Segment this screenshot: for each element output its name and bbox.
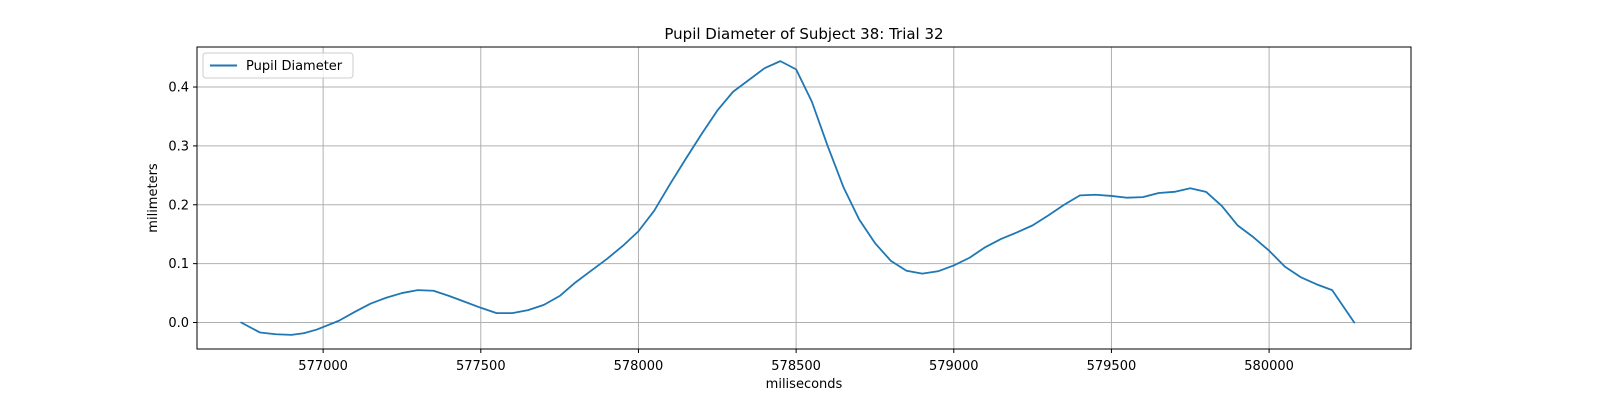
tick-layer: 577000 577500 578000 578500 579000 579500 5800… [168, 81, 1294, 374]
y-tick-label: 0.2 [168, 198, 189, 213]
series-layer [240, 60, 1356, 336]
x-tick-label: 578500 [771, 359, 821, 374]
series-line-pupil-diameter [240, 60, 1356, 336]
x-tick-label: 577500 [456, 359, 506, 374]
grid-layer [197, 47, 1411, 349]
axes-frame [196, 46, 1412, 350]
x-tick-label: 580000 [1244, 359, 1294, 374]
x-tick-label: 577000 [298, 359, 348, 374]
chart-title: Pupil Diameter of Subject 38: Trial 32 [664, 25, 943, 43]
y-tick-label: 0.3 [168, 139, 189, 154]
legend-label: Pupil Diameter [246, 59, 343, 74]
legend: Pupil Diameter [202, 52, 354, 79]
y-tick-label: 0.0 [168, 316, 189, 331]
x-axis-label: miliseconds [766, 377, 843, 392]
x-tick-label: 579500 [1087, 359, 1137, 374]
y-axis-label: milimeters [146, 163, 161, 233]
y-tick-label: 0.4 [168, 81, 189, 96]
x-tick-label: 579000 [929, 359, 979, 374]
y-tick-label: 0.1 [168, 257, 189, 272]
legend-box [202, 52, 354, 79]
x-tick-label: 578000 [614, 359, 664, 374]
